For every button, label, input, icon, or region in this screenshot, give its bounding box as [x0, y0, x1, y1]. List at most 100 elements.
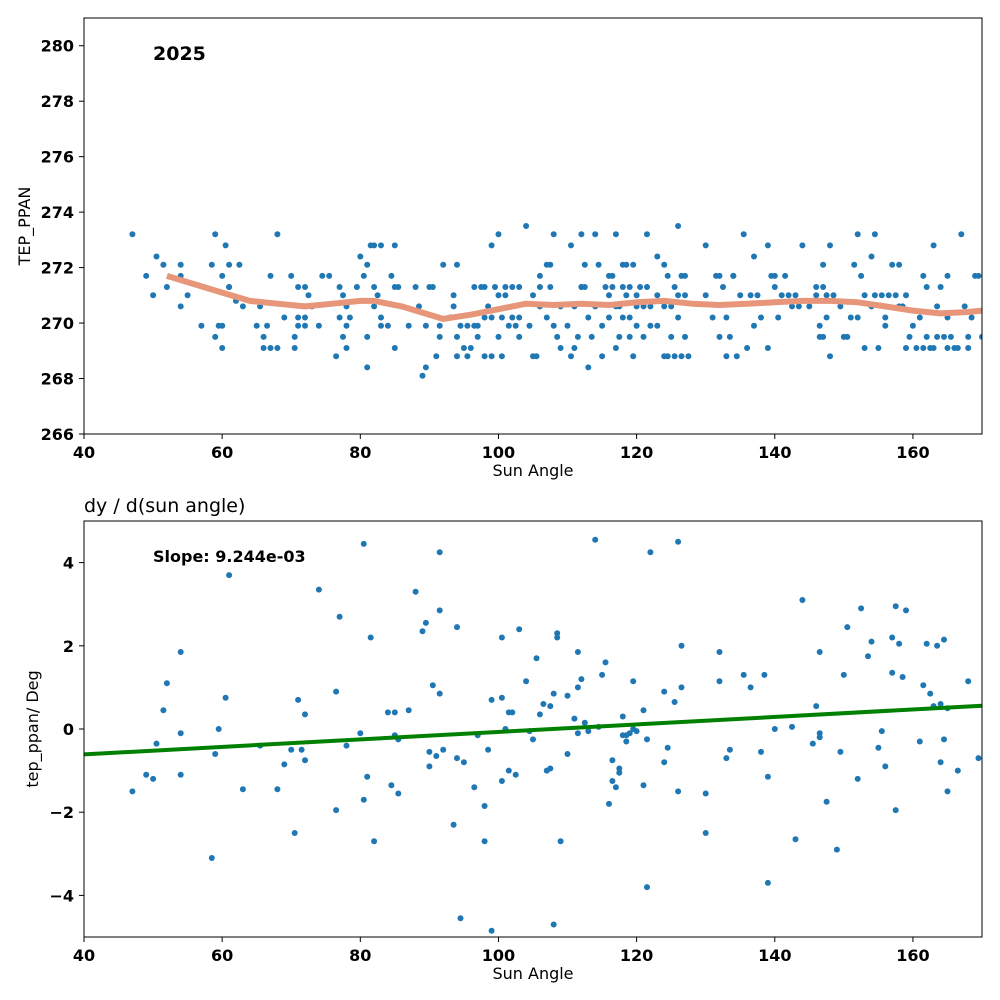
top-data-point [543, 314, 550, 321]
top-y-tick-label: 278 [41, 92, 74, 111]
top-data-point [682, 272, 688, 279]
top-data-point [740, 231, 747, 238]
top-data-point [861, 292, 868, 299]
top-data-point [222, 242, 229, 249]
bottom-data-point [450, 821, 457, 828]
top-data-point [813, 284, 820, 290]
top-data-point [830, 292, 837, 299]
top-data-point [823, 314, 830, 321]
top-data-point [485, 303, 492, 310]
bottom-data-point [633, 728, 640, 735]
top-x-tick-label: 40 [73, 443, 95, 462]
top-data-point [295, 322, 302, 329]
top-y-axis-ticks: 266 268 270 272 274 276 278 280 [41, 37, 84, 444]
top-data-point [554, 333, 561, 340]
bottom-data-point [536, 711, 543, 718]
top-data-point [550, 231, 557, 238]
bottom-data-point [454, 755, 460, 762]
bottom-data-point [816, 730, 823, 737]
top-data-point [813, 292, 820, 299]
top-data-point [592, 231, 599, 238]
top-data-point [626, 314, 633, 321]
top-data-point [823, 292, 830, 299]
top-data-point [436, 333, 443, 340]
top-data-point [606, 292, 612, 299]
bottom-data-point [471, 784, 478, 791]
top-data-point [536, 284, 543, 290]
top-data-point [678, 353, 685, 360]
top-data-point [882, 314, 889, 321]
top-data-point [909, 322, 916, 329]
bottom-chart-title: dy / d(sun angle) [84, 495, 245, 517]
top-data-point [723, 314, 730, 321]
bottom-data-point [295, 696, 302, 703]
top-data-point [799, 242, 806, 249]
top-data-point [374, 292, 381, 299]
top-x-tick-label: 60 [211, 443, 233, 462]
bottom-data-point [364, 773, 371, 780]
top-data-point [903, 345, 909, 351]
bottom-data-point [177, 649, 184, 655]
top-data-point [965, 333, 972, 340]
bottom-data-point [488, 927, 495, 934]
top-data-point [184, 292, 191, 299]
top-data-point [795, 303, 802, 310]
top-data-point [526, 322, 533, 329]
top-data-point [315, 322, 322, 329]
bottom-data-point [896, 640, 903, 647]
bottom-data-point [816, 649, 823, 655]
top-data-point [260, 333, 267, 340]
top-data-point [495, 333, 502, 340]
top-data-point [785, 292, 792, 299]
top-data-point [975, 272, 982, 279]
top-data-point [675, 314, 682, 321]
bottom-data-point [671, 699, 678, 705]
top-data-point [226, 284, 233, 290]
top-data-point [454, 333, 460, 340]
bottom-data-point [916, 738, 923, 745]
top-y-axis-label: TEP_PPAN [15, 187, 35, 267]
top-data-point [906, 333, 913, 340]
top-data-point [923, 333, 930, 340]
bottom-data-point [640, 782, 647, 789]
top-data-point [820, 333, 827, 340]
bottom-data-point [343, 742, 350, 749]
top-data-point [364, 261, 371, 268]
top-data-point [702, 242, 709, 249]
bottom-data-point [837, 748, 844, 755]
top-data-point [944, 272, 951, 279]
top-data-point [530, 292, 536, 299]
bottom-data-point [357, 730, 364, 737]
bottom-data-point [937, 759, 944, 766]
bottom-chart-panel: dy / d(sun angle) 40 60 80 100 120 140 160 −4−… [23, 495, 983, 983]
bottom-data-point [177, 730, 184, 737]
top-data-point [682, 333, 688, 340]
bottom-data-point [512, 771, 519, 778]
bottom-x-axis-label: Sun Angle [492, 964, 573, 983]
top-data-point [319, 272, 326, 279]
bottom-y-tick-label: 4 [63, 554, 74, 573]
bottom-data-point [644, 884, 650, 891]
bottom-data-point [554, 630, 561, 637]
bottom-data-point [429, 682, 436, 689]
top-y-tick-label: 276 [41, 148, 74, 167]
top-data-point [481, 314, 488, 321]
bottom-data-point [436, 607, 443, 614]
bottom-data-point [612, 784, 619, 791]
bottom-data-point [889, 634, 896, 641]
top-data-point [599, 322, 606, 329]
top-data-point [764, 242, 771, 249]
top-data-point [509, 314, 516, 321]
bottom-data-point [616, 769, 623, 776]
top-data-point [612, 231, 619, 238]
bottom-data-point [726, 746, 733, 753]
top-data-point [889, 261, 896, 268]
bottom-data-point [440, 746, 447, 753]
bottom-data-point [640, 707, 647, 714]
bottom-data-point [875, 744, 882, 751]
bottom-data-point [892, 807, 899, 814]
bottom-data-point [661, 759, 668, 766]
top-data-point [208, 261, 215, 268]
top-data-point [871, 231, 878, 238]
